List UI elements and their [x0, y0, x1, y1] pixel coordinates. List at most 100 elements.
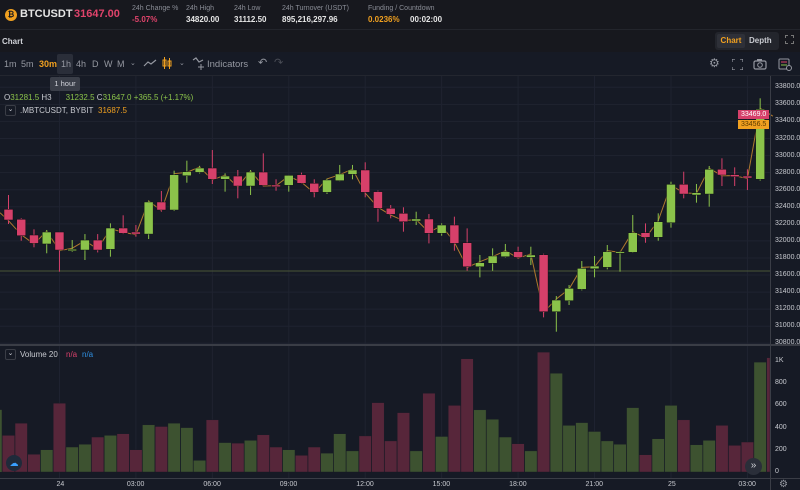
- candle-body: [322, 179, 332, 193]
- fullscreen-icon[interactable]: [732, 59, 743, 70]
- volume-bar: [664, 405, 678, 473]
- volume-chart[interactable]: [0, 346, 800, 478]
- camera-icon[interactable]: [753, 58, 767, 70]
- interval-5m[interactable]: 5m: [21, 59, 34, 69]
- expand-icon[interactable]: [785, 35, 794, 44]
- interval-w[interactable]: W: [104, 59, 113, 69]
- volume-bar: [435, 436, 449, 473]
- candle-body: [640, 232, 651, 238]
- line-chart-icon[interactable]: [143, 58, 157, 68]
- index-collapse-button[interactable]: ⌄: [5, 105, 16, 116]
- volume-bar: [600, 440, 614, 473]
- indicators-button[interactable]: Indicators: [207, 59, 249, 70]
- volume-bar: [371, 402, 385, 473]
- axis-settings-gear-icon[interactable]: ⚙: [779, 479, 788, 490]
- volume-bar: [333, 433, 347, 473]
- volume-bar: [104, 435, 117, 473]
- low-value: 31232.5: [65, 93, 95, 102]
- candle-body: [513, 251, 523, 258]
- logo-icon[interactable]: ☁: [6, 455, 22, 471]
- price-tick-label: 31600.0: [775, 271, 800, 279]
- volume-bar: [562, 425, 576, 473]
- tab-chart[interactable]: Chart: [717, 34, 745, 48]
- stat-value-change: -5.07%: [132, 15, 158, 24]
- ticker-header: ₿ BTCUSDT 31647.00 24h Change % -5.07% 2…: [0, 0, 800, 30]
- price-axis-border: [770, 76, 771, 490]
- scroll-to-realtime-button[interactable]: »: [745, 458, 762, 475]
- interval-hover-bg: [57, 54, 73, 74]
- price-tick-label: 30800.0: [775, 339, 800, 347]
- volume-legend-label: Volume 20: [20, 350, 58, 359]
- candle-body: [742, 175, 753, 179]
- candle-body: [16, 219, 26, 236]
- interval-d[interactable]: D: [92, 59, 99, 69]
- volume-bar: [244, 440, 257, 473]
- candle-body: [80, 239, 90, 251]
- candlestick-icon[interactable]: [162, 57, 172, 70]
- candle-body: [475, 262, 485, 268]
- chevron-down-icon[interactable]: ⌄: [130, 60, 136, 67]
- volume-bar: [460, 358, 474, 473]
- settings-gear-icon[interactable]: ⚙: [709, 56, 720, 70]
- candle-body: [284, 175, 294, 186]
- time-tick-label: 24: [56, 481, 65, 488]
- candle-body: [258, 171, 269, 186]
- candle-body: [755, 109, 765, 180]
- index-value: 31687.5: [98, 106, 127, 115]
- interval-1h[interactable]: 1h: [61, 59, 72, 69]
- price-chart[interactable]: [0, 76, 800, 346]
- interval-4h[interactable]: 4h: [76, 59, 87, 69]
- pane-divider[interactable]: [0, 344, 800, 346]
- tab-depth[interactable]: Depth: [749, 36, 772, 45]
- stat-value-low: 31112.50: [234, 15, 267, 24]
- volume-bar: [486, 419, 500, 473]
- indicators-icon[interactable]: [192, 57, 205, 71]
- candle-body: [449, 224, 460, 244]
- volume-bar: [53, 402, 66, 473]
- volume-bar: [358, 435, 372, 473]
- volume-bar: [422, 392, 436, 473]
- candle-body: [309, 183, 320, 193]
- volume-collapse-button[interactable]: ⌄: [5, 349, 16, 360]
- btc-coin-icon: ₿: [5, 9, 17, 21]
- chart-type-chevron-icon[interactable]: ⌄: [179, 60, 185, 67]
- candle-body: [717, 169, 727, 176]
- volume-bar: [524, 450, 538, 473]
- price-tick-label: 31200.0: [775, 305, 800, 313]
- volume-bar: [537, 351, 550, 473]
- volume-bar: [231, 442, 245, 473]
- candle-body: [500, 251, 511, 257]
- candle-body: [118, 227, 128, 234]
- candle-body: [589, 265, 600, 269]
- volume-bar: [626, 407, 640, 473]
- candle-body: [131, 231, 141, 235]
- volume-bar: [256, 434, 270, 473]
- volume-tick-label: 800: [775, 379, 787, 387]
- price-tick-label: 31800.0: [775, 253, 800, 261]
- volume-bar: [295, 455, 308, 473]
- volume-bar: [677, 419, 691, 473]
- price-tick-label: 33600.0: [775, 100, 800, 108]
- volume-bar: [154, 426, 168, 473]
- layout-icon[interactable]: [778, 58, 792, 71]
- undo-icon[interactable]: ↶: [258, 57, 268, 69]
- candle-body: [194, 167, 205, 173]
- symbol-name[interactable]: BTCUSDT: [20, 8, 73, 20]
- price-tick-label: 32600.0: [775, 185, 800, 193]
- interval-m[interactable]: M: [117, 59, 125, 69]
- interval-1m[interactable]: 1m: [4, 59, 17, 69]
- time-tick-label: 25: [667, 481, 676, 488]
- mark-price-label: 33456.5: [738, 120, 769, 129]
- candle-body: [577, 268, 587, 290]
- price-tick-label: 31000.0: [775, 322, 800, 330]
- interval-30m[interactable]: 30m: [39, 59, 58, 69]
- stat-value-funding: 0.0236%: [368, 15, 400, 24]
- candle-body: [105, 227, 116, 250]
- volume-tick-label: 400: [775, 423, 787, 431]
- time-tick-label: 15:00: [432, 481, 451, 488]
- redo-icon[interactable]: ↷: [274, 57, 284, 69]
- interval-tooltip: 1 hour: [50, 77, 80, 91]
- candle-body: [526, 254, 536, 258]
- close-label: C: [96, 93, 103, 102]
- volume-bar: [205, 419, 219, 473]
